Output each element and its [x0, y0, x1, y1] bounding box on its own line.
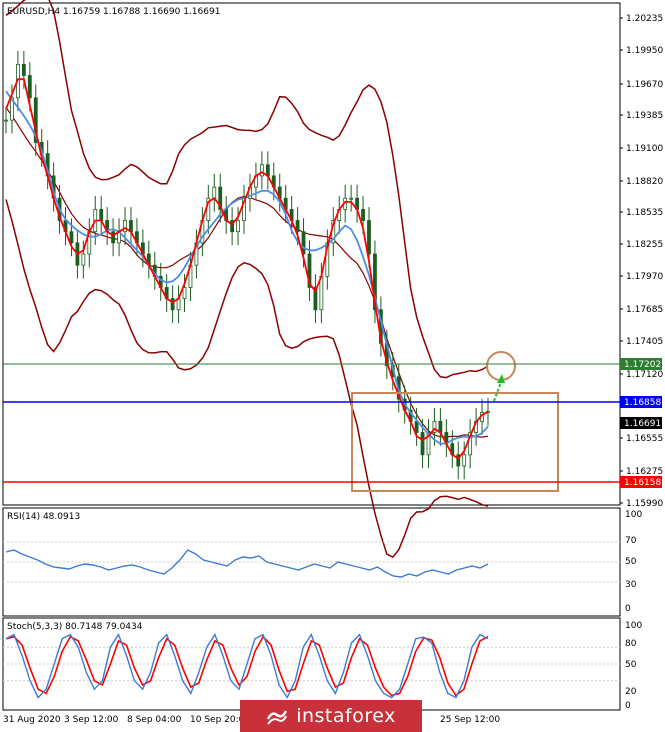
candle: [301, 231, 306, 255]
candle: [21, 63, 26, 76]
candle: [10, 97, 14, 121]
price-tick: 1.18535: [626, 208, 663, 218]
time-tick-1: 31 Aug 2020: [3, 715, 61, 725]
forecast-arrow[interactable]: [493, 381, 502, 402]
candle: [414, 420, 419, 433]
candle: [295, 220, 300, 233]
moving-average-fast: [5, 78, 489, 460]
price-tick: 1.18820: [626, 177, 663, 187]
candle: [33, 97, 38, 143]
price-tick: 1.17120: [626, 370, 663, 380]
price-tick: 1.16555: [626, 434, 663, 444]
candle: [111, 231, 116, 244]
time-tick-2: 3 Sep 12:00: [64, 715, 119, 725]
blue-level-badge: 1.16858: [620, 396, 662, 408]
price-tick: 1.18255: [626, 240, 663, 250]
candle: [170, 298, 175, 311]
candle: [182, 287, 187, 300]
main-panel: [2, 2, 621, 506]
rsi-tick-100: 100: [625, 510, 642, 520]
candle: [456, 454, 461, 467]
candle: [373, 253, 377, 311]
stoch-signal-line: [5, 635, 489, 697]
rsi-tick-50: 50: [625, 557, 637, 567]
candle: [420, 432, 425, 456]
stoch-main-line: [5, 633, 489, 700]
candle: [307, 253, 312, 288]
candle: [230, 220, 235, 233]
stoch-plot: [3, 633, 620, 700]
red-level-value: 1.16158: [624, 478, 661, 488]
watermark-text: instaforex: [296, 705, 396, 727]
stoch-tick-80: 80: [625, 639, 637, 649]
price-tick: 1.19385: [626, 111, 663, 121]
candle: [349, 197, 354, 200]
candle: [325, 242, 330, 277]
current-price-value: 1.16691: [624, 419, 661, 429]
time-tick-3: 8 Sep 04:00: [127, 715, 182, 725]
rsi-plot: [3, 541, 620, 583]
stoch-label: Stoch(5,3,3) 80.7148 79.0434: [7, 622, 143, 632]
price-tick: 1.19670: [626, 80, 663, 90]
time-tick-4: 10 Sep 20:00: [190, 715, 250, 725]
candle: [236, 220, 240, 233]
rsi-tick-70: 70: [625, 536, 637, 546]
current-price-badge: 1.16691: [620, 417, 662, 429]
instaforex-logo-icon: [266, 705, 288, 727]
rsi-tick-0: 0: [625, 604, 631, 614]
price-tick: 1.17405: [626, 337, 663, 347]
candle: [367, 220, 371, 255]
candle: [69, 231, 74, 244]
candle: [4, 119, 8, 122]
rsi-label: RSI(14) 48.0913: [7, 512, 80, 522]
price-plot: [4, 0, 490, 559]
rsi-line: [5, 549, 489, 578]
price-tick: 1.17685: [626, 305, 663, 315]
candle: [27, 75, 32, 99]
candle: [123, 220, 127, 233]
forecast-arrowhead: [497, 374, 505, 383]
bollinger-upper-band: [5, 0, 489, 379]
moving-average-slow: [5, 90, 489, 445]
green-level-value: 1.17202: [624, 360, 661, 370]
candle: [212, 186, 217, 199]
rsi-tick-30: 30: [625, 580, 637, 590]
price-axis: 1.20235 1.19950 1.19670 1.19385 1.19100 1.188…: [620, 14, 663, 509]
candle: [218, 186, 223, 210]
chart-title: EURUSD,H4 1.16759 1.16788 1.16690 1.1669…: [7, 7, 220, 17]
analysis-box[interactable]: [351, 392, 559, 492]
candle: [313, 287, 318, 311]
price-tick: 1.20235: [626, 14, 663, 24]
price-tick: 1.17970: [626, 272, 663, 282]
stoch-tick-100: 100: [625, 621, 642, 631]
price-tick: 1.16275: [626, 467, 663, 477]
candle: [468, 432, 473, 456]
price-tick: 1.19100: [626, 144, 663, 154]
candle: [99, 208, 104, 221]
candle: [81, 253, 86, 266]
price-tick: 1.19950: [626, 46, 663, 56]
candle: [432, 420, 437, 433]
time-tick-5: 25 Sep 12:00: [440, 715, 500, 725]
candle: [462, 454, 467, 467]
candle: [259, 164, 264, 177]
green-level-badge: 1.17202: [620, 358, 662, 370]
stoch-tick-0: 0: [625, 701, 631, 711]
stoch-tick-20: 20: [625, 687, 637, 697]
bollinger-lower-band: [5, 199, 489, 559]
candle: [361, 208, 365, 221]
stoch-tick-50: 50: [625, 660, 637, 670]
blue-level-value: 1.16858: [624, 398, 661, 408]
price-tick: 1.15990: [626, 499, 663, 509]
instaforex-watermark: instaforex: [240, 700, 422, 732]
red-level-badge: 1.16158: [620, 476, 662, 488]
